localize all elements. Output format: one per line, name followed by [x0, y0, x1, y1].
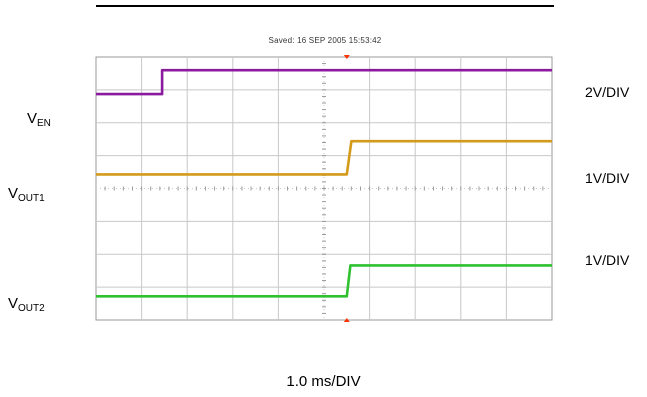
- trigger-marker-bottom: [343, 318, 350, 322]
- trace-vout1: [96, 139, 552, 176]
- channel-label-vout2: VOUT2: [8, 295, 45, 314]
- top-rule: [96, 5, 554, 7]
- channel-label-sub: EN: [37, 118, 51, 129]
- trace-vout2: [96, 264, 552, 298]
- channel-label-sub: OUT2: [18, 303, 45, 314]
- channel-label-main: V: [27, 110, 38, 127]
- scale-label-vout2: 1V/DIV: [585, 252, 630, 268]
- channel-label-sub: OUT1: [18, 193, 45, 204]
- trigger-marker-top: [343, 55, 350, 59]
- trace-ven: [96, 68, 552, 96]
- channel-label-main: V: [8, 185, 19, 202]
- scale-label-ven: 2V/DIV: [585, 84, 630, 100]
- channel-label-ven: VEN: [27, 110, 51, 129]
- timebase-label: 1.0 ms/DIV: [286, 373, 361, 390]
- channel-label-vout1: VOUT1: [8, 185, 45, 204]
- channel-label-main: V: [8, 295, 19, 312]
- saved-timestamp: Saved: 16 SEP 2005 15:53:42: [268, 36, 382, 45]
- scale-label-vout1: 1V/DIV: [585, 170, 630, 186]
